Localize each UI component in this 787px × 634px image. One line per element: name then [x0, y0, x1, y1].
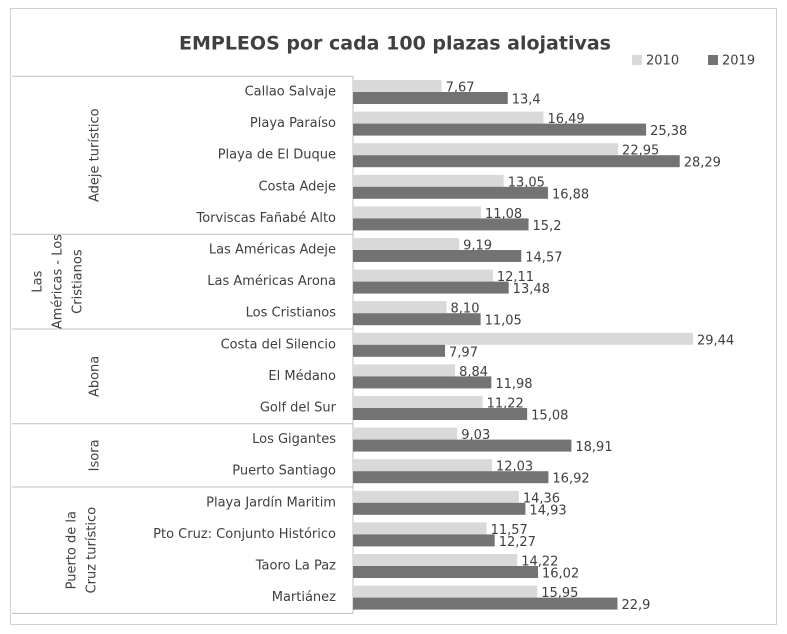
bar — [353, 490, 519, 503]
bar — [353, 502, 526, 515]
y-tick-label: Costa del Silencio — [221, 337, 336, 352]
bar — [353, 186, 548, 199]
data-label: 15,08 — [531, 409, 568, 424]
y-tick-label: Puerto Santiago — [232, 464, 336, 479]
group-label: Isora — [88, 439, 103, 471]
data-label: 13,05 — [508, 175, 545, 190]
legend-label: 2019 — [722, 54, 755, 69]
data-label: 16,49 — [547, 112, 584, 127]
data-label: 18,91 — [575, 440, 612, 455]
y-tick-label: Torviscas Fañabé Alto — [195, 211, 336, 226]
data-label: 11,08 — [485, 207, 522, 222]
data-label: 8,84 — [459, 365, 488, 380]
group-label: Adeje turístico — [88, 108, 103, 202]
group-label: Américas - Los — [51, 234, 66, 329]
data-label: 12,11 — [497, 270, 534, 285]
bar — [353, 206, 481, 219]
group-label: Las — [31, 270, 46, 292]
group-label: Puerto de la — [65, 511, 80, 589]
legend-swatch — [708, 55, 718, 65]
y-tick-label: Playa de El Duque — [218, 148, 336, 163]
data-label: 28,29 — [684, 156, 721, 171]
data-label: 7,67 — [446, 81, 475, 96]
bar — [353, 376, 492, 389]
y-tick-label: Playa Paraíso — [250, 116, 336, 131]
data-label: 15,2 — [533, 219, 562, 234]
bar — [353, 408, 528, 420]
data-label: 8,10 — [451, 302, 480, 317]
bar — [353, 301, 447, 314]
bar — [353, 364, 456, 377]
bar — [353, 269, 493, 282]
bar — [353, 123, 647, 136]
y-tick-label: Golf del Sur — [260, 401, 337, 416]
bar — [353, 174, 504, 187]
y-tick-label: Costa Adeje — [258, 179, 336, 194]
data-label: 7,97 — [449, 345, 478, 360]
bar — [353, 459, 492, 472]
bar — [353, 281, 509, 294]
data-label: 11,22 — [487, 397, 524, 412]
bar — [353, 471, 549, 484]
data-label: 13,48 — [513, 282, 550, 297]
bar — [353, 238, 460, 250]
legend-label: 2010 — [646, 54, 679, 69]
bar — [353, 439, 572, 452]
chart-title: EMPLEOS por cada 100 plazas alojativas — [179, 33, 611, 55]
data-label: 12,27 — [499, 535, 536, 550]
legend-swatch — [632, 55, 642, 65]
bar — [353, 80, 442, 92]
data-label: 16,02 — [542, 567, 579, 582]
data-label: 22,95 — [622, 144, 659, 159]
bar — [353, 396, 483, 408]
y-tick-label: Las Américas Adeje — [209, 243, 336, 258]
bar — [353, 585, 538, 598]
bar — [353, 522, 487, 535]
data-label: 16,92 — [552, 472, 589, 487]
bar — [353, 597, 618, 610]
group-label: Abona — [88, 356, 103, 397]
bar — [353, 566, 539, 578]
bar — [353, 92, 508, 104]
data-label: 15,95 — [541, 586, 578, 601]
bar — [353, 218, 529, 231]
data-label: 12,03 — [496, 460, 533, 475]
group-label: Cristianos — [71, 249, 86, 314]
y-tick-label: Los Gigantes — [252, 432, 336, 447]
data-label: 9,03 — [461, 428, 490, 443]
bar — [353, 554, 518, 566]
bar — [353, 155, 680, 168]
data-label: 13,4 — [512, 93, 541, 108]
bar — [353, 332, 693, 345]
y-tick-label: Taoro La Paz — [255, 559, 336, 574]
y-tick-label: Los Cristianos — [246, 306, 337, 321]
bar — [353, 250, 522, 262]
y-tick-label: Las Américas Arona — [207, 274, 336, 289]
data-label: 14,93 — [529, 503, 566, 518]
data-label: 22,9 — [621, 598, 650, 613]
y-tick-label: El Médano — [268, 369, 336, 384]
data-label: 11,57 — [491, 523, 528, 538]
data-label: 11,05 — [485, 314, 522, 329]
data-label: 9,19 — [463, 239, 492, 254]
bar — [353, 313, 481, 326]
data-label: 25,38 — [650, 124, 687, 139]
group-label: Cruz turístico — [85, 507, 100, 594]
data-label: 14,57 — [525, 251, 562, 266]
bar — [353, 111, 544, 124]
y-tick-label: Martiánez — [272, 590, 336, 605]
data-label: 16,88 — [552, 187, 589, 202]
bar — [353, 427, 458, 440]
bar — [353, 534, 495, 547]
data-label: 29,44 — [697, 333, 734, 348]
data-label: 14,36 — [523, 491, 560, 506]
data-label: 14,22 — [521, 555, 558, 570]
y-tick-label: Callao Salvaje — [245, 85, 336, 100]
bar — [353, 344, 446, 357]
y-tick-label: Pto Cruz: Conjunto Histórico — [153, 527, 336, 542]
data-label: 11,98 — [495, 377, 532, 392]
y-tick-label: Playa Jardín Maritim — [206, 495, 336, 510]
bar — [353, 143, 619, 156]
